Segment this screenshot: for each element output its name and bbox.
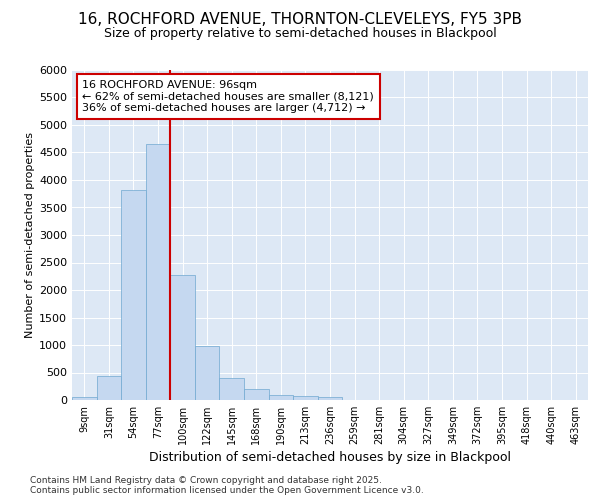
Bar	[318, 396, 342, 400]
Bar	[146, 144, 170, 400]
Bar	[97, 376, 121, 400]
Text: Contains HM Land Registry data © Crown copyright and database right 2025.
Contai: Contains HM Land Registry data © Crown c…	[30, 476, 424, 495]
X-axis label: Distribution of semi-detached houses by size in Blackpool: Distribution of semi-detached houses by …	[149, 451, 511, 464]
Bar	[72, 397, 97, 400]
Bar	[244, 389, 269, 400]
Bar	[220, 378, 244, 400]
Bar	[269, 395, 293, 400]
Bar	[195, 346, 220, 400]
Text: 16 ROCHFORD AVENUE: 96sqm
← 62% of semi-detached houses are smaller (8,121)
36% : 16 ROCHFORD AVENUE: 96sqm ← 62% of semi-…	[82, 80, 374, 113]
Text: 16, ROCHFORD AVENUE, THORNTON-CLEVELEYS, FY5 3PB: 16, ROCHFORD AVENUE, THORNTON-CLEVELEYS,…	[78, 12, 522, 28]
Bar	[293, 396, 318, 400]
Bar	[121, 190, 146, 400]
Y-axis label: Number of semi-detached properties: Number of semi-detached properties	[25, 132, 35, 338]
Text: Size of property relative to semi-detached houses in Blackpool: Size of property relative to semi-detach…	[104, 28, 496, 40]
Bar	[170, 274, 195, 400]
